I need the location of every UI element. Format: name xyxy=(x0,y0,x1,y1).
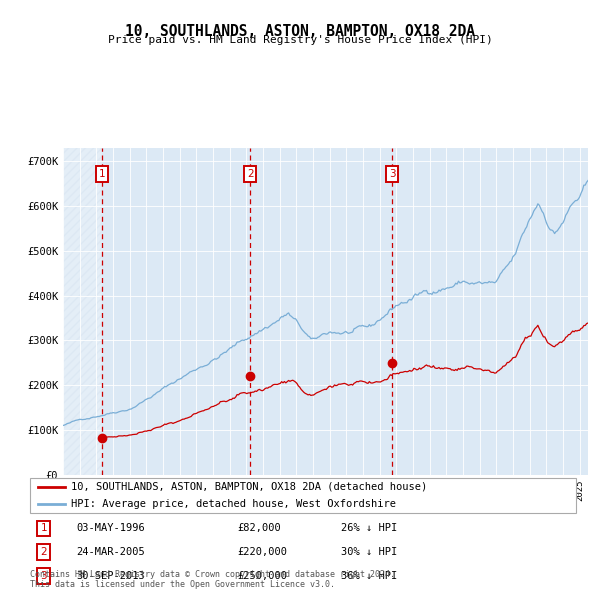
Text: 2: 2 xyxy=(247,169,253,179)
Text: HPI: Average price, detached house, West Oxfordshire: HPI: Average price, detached house, West… xyxy=(71,500,396,509)
Text: £82,000: £82,000 xyxy=(238,523,281,533)
Bar xyxy=(63,148,102,475)
Text: 10, SOUTHLANDS, ASTON, BAMPTON, OX18 2DA (detached house): 10, SOUTHLANDS, ASTON, BAMPTON, OX18 2DA… xyxy=(71,482,427,491)
Text: 24-MAR-2005: 24-MAR-2005 xyxy=(76,548,145,557)
Text: 26% ↓ HPI: 26% ↓ HPI xyxy=(341,523,397,533)
Text: 10, SOUTHLANDS, ASTON, BAMPTON, OX18 2DA: 10, SOUTHLANDS, ASTON, BAMPTON, OX18 2DA xyxy=(125,24,475,38)
Text: £220,000: £220,000 xyxy=(238,548,287,557)
Text: 36% ↓ HPI: 36% ↓ HPI xyxy=(341,571,397,581)
Text: Contains HM Land Registry data © Crown copyright and database right 2024.
This d: Contains HM Land Registry data © Crown c… xyxy=(30,570,395,589)
Text: 3: 3 xyxy=(40,571,47,581)
FancyBboxPatch shape xyxy=(30,478,576,513)
Text: 30% ↓ HPI: 30% ↓ HPI xyxy=(341,548,397,557)
Text: £250,000: £250,000 xyxy=(238,571,287,581)
Text: 2: 2 xyxy=(40,548,47,557)
Text: 1: 1 xyxy=(98,169,106,179)
Text: 30-SEP-2013: 30-SEP-2013 xyxy=(76,571,145,581)
Text: Price paid vs. HM Land Registry's House Price Index (HPI): Price paid vs. HM Land Registry's House … xyxy=(107,35,493,45)
Text: 3: 3 xyxy=(389,169,395,179)
Text: 1: 1 xyxy=(40,523,47,533)
Text: 03-MAY-1996: 03-MAY-1996 xyxy=(76,523,145,533)
